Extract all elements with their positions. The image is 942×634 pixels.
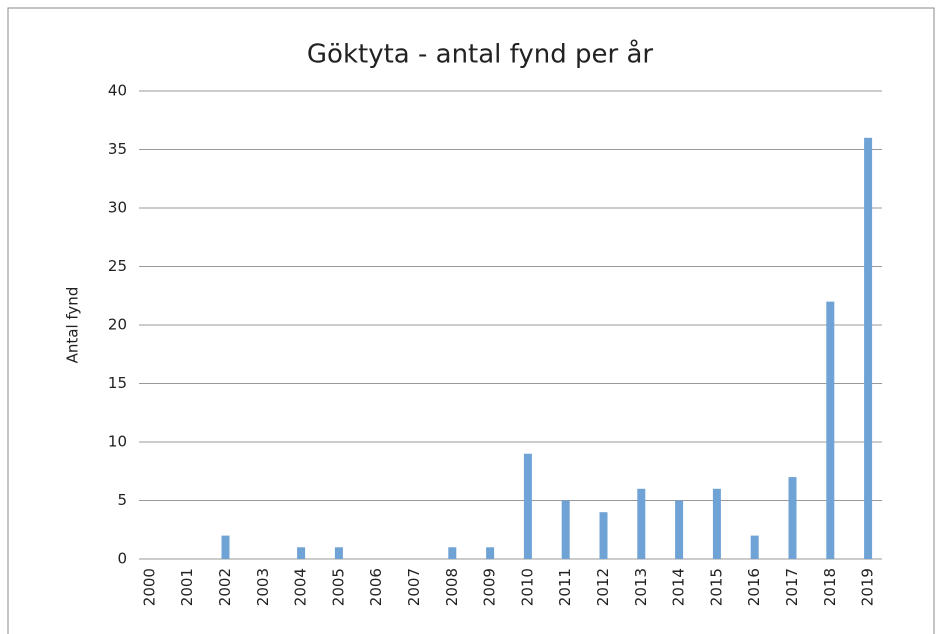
bar <box>675 500 684 559</box>
x-tick-label: 2000 <box>140 568 158 606</box>
x-tick-label: 2001 <box>178 568 196 606</box>
y-tick-label: 25 <box>108 257 127 275</box>
y-tick-label: 10 <box>108 433 127 451</box>
x-tick-label: 2011 <box>556 568 574 606</box>
bar <box>334 547 343 559</box>
bar <box>448 547 457 559</box>
y-tick-label: 35 <box>108 140 127 158</box>
x-tick-label: 2003 <box>254 568 272 606</box>
bar <box>523 453 532 559</box>
y-tick-label: 20 <box>108 316 127 334</box>
bar <box>599 512 608 559</box>
x-tick-label: 2010 <box>518 568 536 606</box>
x-tick-label: 2019 <box>859 568 877 606</box>
bar <box>864 137 873 560</box>
x-tick-label: 2008 <box>443 568 461 606</box>
bar <box>561 500 570 559</box>
bar <box>826 301 835 559</box>
y-tick-label: 5 <box>117 491 127 509</box>
x-tick-label: 2009 <box>481 568 499 606</box>
x-tick-label: 2002 <box>216 568 234 606</box>
x-tick-label: 2004 <box>292 568 310 606</box>
x-tick-label: 2007 <box>405 568 423 606</box>
x-tick-label: 2012 <box>594 568 612 606</box>
x-tick-label: 2017 <box>783 568 801 606</box>
y-tick-label: 15 <box>108 374 127 392</box>
y-tick-label: 30 <box>108 199 127 217</box>
bar <box>750 535 759 559</box>
y-tick-label: 0 <box>117 550 127 568</box>
chart-title: Göktyta - antal fynd per år <box>307 39 653 70</box>
bar <box>486 547 495 559</box>
x-tick-label: 2006 <box>367 568 385 606</box>
bar <box>221 535 230 559</box>
bar <box>637 488 646 559</box>
y-tick-label: 40 <box>108 82 127 100</box>
x-tick-label: 2014 <box>670 568 688 606</box>
x-tick-label: 2015 <box>707 568 725 606</box>
chart-frame <box>7 7 935 634</box>
bar <box>788 477 797 559</box>
bar <box>712 488 721 559</box>
x-tick-label: 2013 <box>632 568 650 606</box>
bar <box>297 547 306 559</box>
x-tick-label: 2005 <box>329 568 347 606</box>
x-tick-label: 2018 <box>821 568 839 606</box>
x-tick-label: 2016 <box>745 568 763 606</box>
y-axis-label: Antal fynd <box>64 287 82 364</box>
